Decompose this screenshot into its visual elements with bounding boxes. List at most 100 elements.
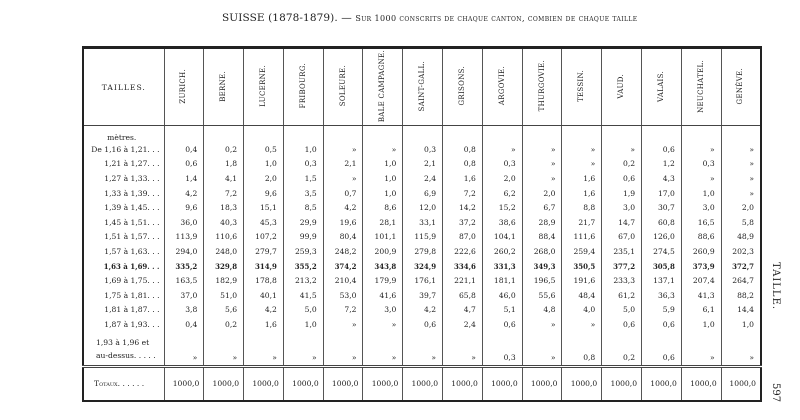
value-cell: 38,6 (481, 214, 523, 230)
value-cell: 2,0 (481, 171, 523, 186)
totals-row: Totaux. . . . . . 1000,0 1000,0 1000,0 1000,… (82, 364, 761, 402)
value-cell: 1,6 (561, 185, 602, 201)
value-cell: 4,2 (402, 302, 443, 318)
value-cell: » (720, 142, 761, 157)
value-cell: 0,2 (601, 331, 642, 367)
value-cell: 41,3 (680, 287, 722, 303)
canton-name: SOLEURE. (338, 65, 347, 107)
value-cell: 200,9 (362, 244, 403, 259)
value-cell: » (561, 142, 602, 157)
canton-name: BERNE. (219, 70, 228, 102)
value-cell: 335,2 (163, 258, 204, 274)
value-cell: 137,1 (641, 273, 682, 288)
value-cell: 222,6 (442, 244, 483, 259)
column-header-canton: VAUD. (601, 47, 642, 126)
value-cell: 30,7 (641, 200, 682, 215)
value-cell: 373,9 (680, 258, 722, 274)
value-cell: 88,2 (720, 287, 761, 303)
value-cell: 1,5 (282, 171, 324, 186)
value-cell: 259,3 (282, 244, 324, 259)
column-header-canton: SAINT-GALL. (402, 47, 443, 126)
value-cell: » (680, 142, 722, 157)
value-cell: 2,1 (402, 156, 443, 172)
value-cell: 349,3 (521, 258, 562, 274)
value-cell: 40,1 (243, 287, 284, 303)
value-cell: 104,1 (481, 229, 523, 245)
empty-cell (442, 125, 483, 142)
value-cell: 0,3 (481, 331, 523, 367)
table-row: 1,39 à 1,45. . . 9,6 18,3 15,1 8,5 4,2 8,6 12,0… (82, 200, 761, 215)
canton-name: GENÈVE. (736, 67, 745, 105)
row-label: 1,39 à 1,45. . . (82, 200, 164, 215)
total-cell: 1000,0 (720, 364, 761, 402)
column-header-canton: NEUCHATEL. (680, 47, 722, 126)
header-row: TAILLES. ZURICH. BERNE. LUCERNE. FRIBOURG. S… (82, 47, 761, 126)
value-cell: 4,2 (243, 302, 284, 318)
value-cell: 0,8 (442, 156, 483, 172)
value-cell: 259,4 (561, 244, 602, 259)
value-cell: 6,7 (521, 200, 562, 215)
value-cell: 3,0 (680, 200, 722, 215)
column-header-canton: GRISONS. (442, 47, 483, 126)
value-cell: 45,3 (243, 214, 284, 230)
value-cell: 15,2 (481, 200, 523, 215)
table-row: 1,57 à 1,63. . . 294,0 248,0 279,7 259,3 248,… (82, 244, 761, 259)
value-cell: » (203, 331, 244, 367)
canton-name: VAUD. (617, 73, 626, 99)
value-cell: » (561, 317, 602, 332)
value-cell: 33,1 (402, 214, 443, 230)
value-cell: » (322, 331, 363, 367)
value-cell: 202,3 (720, 244, 761, 259)
value-cell: 1,6 (442, 171, 483, 186)
value-cell: 1,0 (282, 142, 324, 157)
value-cell: 372,7 (720, 258, 761, 274)
canton-name: SAINT-GALL. (418, 60, 427, 112)
value-cell: 8,6 (362, 200, 403, 215)
total-cell: 1000,0 (362, 364, 403, 402)
empty-cell (163, 125, 204, 142)
value-cell: 14,2 (442, 200, 483, 215)
value-cell: 101,1 (362, 229, 403, 245)
empty-cell (720, 125, 761, 142)
value-cell: 5,9 (641, 302, 682, 318)
empty-cell (641, 125, 682, 142)
value-cell: » (362, 331, 403, 367)
value-cell: 2,0 (243, 171, 284, 186)
margin-section-label: TAILLE. (770, 262, 781, 311)
value-cell: 1,0 (362, 171, 403, 186)
value-cell: » (720, 185, 761, 201)
page-title: SUISSE (1878-1879). — Sur 1000 conscrits… (222, 12, 638, 24)
value-cell: » (720, 331, 761, 367)
value-cell: 207,4 (680, 273, 722, 288)
value-cell: 46,0 (481, 287, 523, 303)
value-cell: 2,4 (402, 171, 443, 186)
value-cell: 0,3 (481, 156, 523, 172)
value-cell: 14,4 (720, 302, 761, 318)
value-cell: 2,4 (442, 317, 483, 332)
value-cell: 179,9 (362, 273, 403, 288)
value-cell: 0,6 (601, 171, 642, 186)
value-cell: 260,9 (680, 244, 722, 259)
value-cell: 2,0 (720, 200, 761, 215)
value-cell: 294,0 (163, 244, 204, 259)
value-cell: 8,8 (561, 200, 602, 215)
table-row: 1,87 à 1,93. . . 0,4 0,2 1,6 1,0»» 0,6 2,4 0,6»… (82, 317, 761, 332)
value-cell: » (322, 142, 363, 157)
value-cell: 3,5 (282, 185, 324, 201)
value-cell: 355,2 (282, 258, 324, 274)
value-cell: 4,3 (641, 171, 682, 186)
column-header-canton: BERNE. (203, 47, 244, 126)
table-row: 1,21 à 1,27. . . 0,6 1,8 1,0 0,3 2,1 1,0 2,1 0,8… (82, 156, 761, 172)
value-cell: 65,8 (442, 287, 483, 303)
value-cell: 16,5 (680, 214, 722, 230)
value-cell: 4,2 (163, 185, 204, 201)
value-cell: 1,0 (680, 185, 722, 201)
value-cell: 21,7 (561, 214, 602, 230)
value-cell: 260,2 (481, 244, 523, 259)
value-cell: 7,2 (322, 302, 363, 318)
value-cell: 39,7 (402, 287, 443, 303)
value-cell: » (282, 331, 324, 367)
value-cell: 3,0 (601, 200, 642, 215)
value-cell: 3,0 (362, 302, 403, 318)
total-cell: 1000,0 (243, 364, 284, 402)
